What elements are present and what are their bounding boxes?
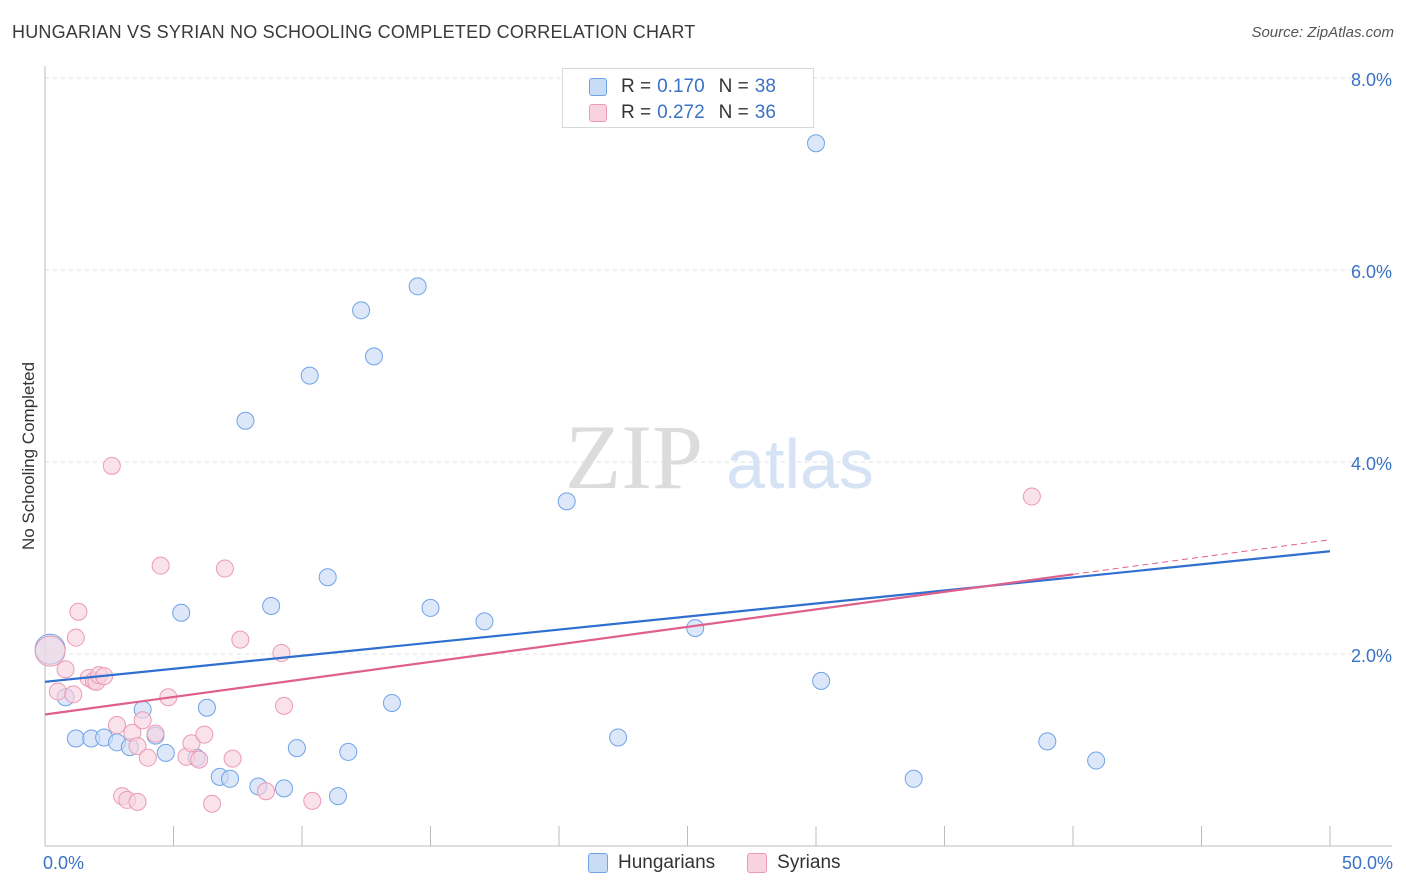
syrian-point (133, 711, 152, 730)
syrian-point (257, 782, 276, 801)
y-tick-label: 4.0% (1351, 454, 1392, 474)
axes (44, 66, 1392, 847)
r-label: R = (621, 102, 652, 123)
hungarian-point (1087, 751, 1106, 770)
n-label: N = (718, 76, 749, 97)
data-points (34, 134, 1106, 813)
hungarian-point (1038, 732, 1057, 751)
legend-label: Syrians (777, 852, 841, 873)
syrian-point (195, 725, 214, 744)
syrian-point (223, 749, 242, 768)
r-value: 0.272 (657, 102, 705, 123)
n-value: 36 (754, 102, 776, 123)
hungarian-point (66, 729, 85, 748)
syrian-point (275, 696, 294, 715)
syrian-point (69, 602, 88, 621)
hungarians-swatch (588, 853, 608, 873)
hungarian-point (275, 779, 294, 798)
syrians-swatch (747, 853, 768, 873)
syrians-trend-line (44, 573, 1074, 716)
syrian-point (128, 792, 147, 811)
n-value: 38 (754, 76, 776, 97)
hungarian-point (221, 769, 240, 788)
hungarian-point (812, 671, 831, 690)
trend-lines (44, 539, 1331, 716)
legend-label: Hungarians (618, 852, 716, 873)
syrians-swatch (589, 104, 607, 122)
syrian-point (138, 748, 157, 767)
gridlines (45, 77, 1392, 655)
syrian-point (151, 556, 170, 575)
hungarian-point (364, 347, 383, 366)
watermark-atlas: atlas (726, 425, 874, 503)
hungarian-point (352, 301, 371, 320)
n-label: N = (718, 102, 749, 123)
syrian-point (107, 716, 126, 735)
hungarian-point (156, 743, 175, 762)
watermark-zip: ZIP (565, 406, 703, 508)
syrian-point (146, 724, 165, 743)
hungarian-point (318, 568, 337, 587)
legend-item-syrians: Syrians (747, 852, 841, 874)
syrians-trend-extension (1072, 539, 1331, 575)
source-credit: Source: ZipAtlas.com (1251, 24, 1394, 41)
y-tick-label: 8.0% (1351, 70, 1392, 90)
syrian-point (102, 456, 121, 475)
legend-row-hungarians: R = 0.170 N = 38 (589, 75, 776, 99)
hungarian-point (807, 134, 825, 153)
syrian-point (231, 630, 250, 649)
hungarian-point (421, 598, 440, 617)
x-tick-label: 50.0% (1342, 853, 1393, 873)
hungarian-point (197, 698, 216, 717)
y-axis-label: No Schooling Completed (19, 362, 38, 550)
hungarian-point (686, 619, 705, 638)
r-label: R = (621, 76, 652, 97)
syrian-point (48, 682, 67, 701)
series-legend: Hungarians Syrians (588, 852, 873, 874)
x-tick-label: 0.0% (43, 853, 84, 873)
syrian-point (203, 794, 222, 813)
hungarian-point (339, 742, 358, 761)
r-value: 0.170 (657, 76, 705, 97)
hungarian-point (475, 612, 494, 631)
syrian-point (1022, 487, 1041, 506)
hungarian-point (172, 603, 191, 622)
syrian-point (182, 734, 201, 753)
syrian-point (303, 791, 322, 810)
correlation-legend: R = 0.170 N = 38 R = 0.272 N = 36 (562, 68, 814, 128)
syrian-point (190, 750, 209, 769)
y-tick-label: 6.0% (1351, 262, 1392, 282)
hungarian-point (287, 739, 306, 758)
hungarian-point (236, 411, 255, 430)
y-tick-label: 2.0% (1351, 646, 1392, 666)
legend-row-syrians: R = 0.272 N = 36 (589, 101, 776, 125)
hungarian-point (300, 366, 319, 385)
tick-labels: 2.0% 4.0% 6.0% 8.0% 0.0% 50.0% (43, 70, 1393, 873)
syrian-point (128, 737, 147, 756)
hungarian-point (328, 787, 347, 806)
hungarian-point (557, 492, 576, 511)
syrian-point (56, 660, 75, 679)
hungarian-point (382, 693, 401, 712)
hungarian-point (904, 769, 923, 788)
syrian-point (215, 559, 234, 578)
hungarian-point (609, 728, 628, 747)
legend-item-hungarians: Hungarians (588, 852, 715, 874)
hungarian-point (408, 277, 427, 296)
hungarians-swatch (589, 78, 607, 96)
syrian-point (34, 635, 66, 667)
syrian-point (66, 628, 85, 647)
hungarians-trend-line (44, 550, 1331, 683)
chart-title: HUNGARIAN VS SYRIAN NO SCHOOLING COMPLET… (12, 22, 696, 42)
syrian-point (64, 685, 83, 704)
hungarian-point (262, 597, 281, 615)
